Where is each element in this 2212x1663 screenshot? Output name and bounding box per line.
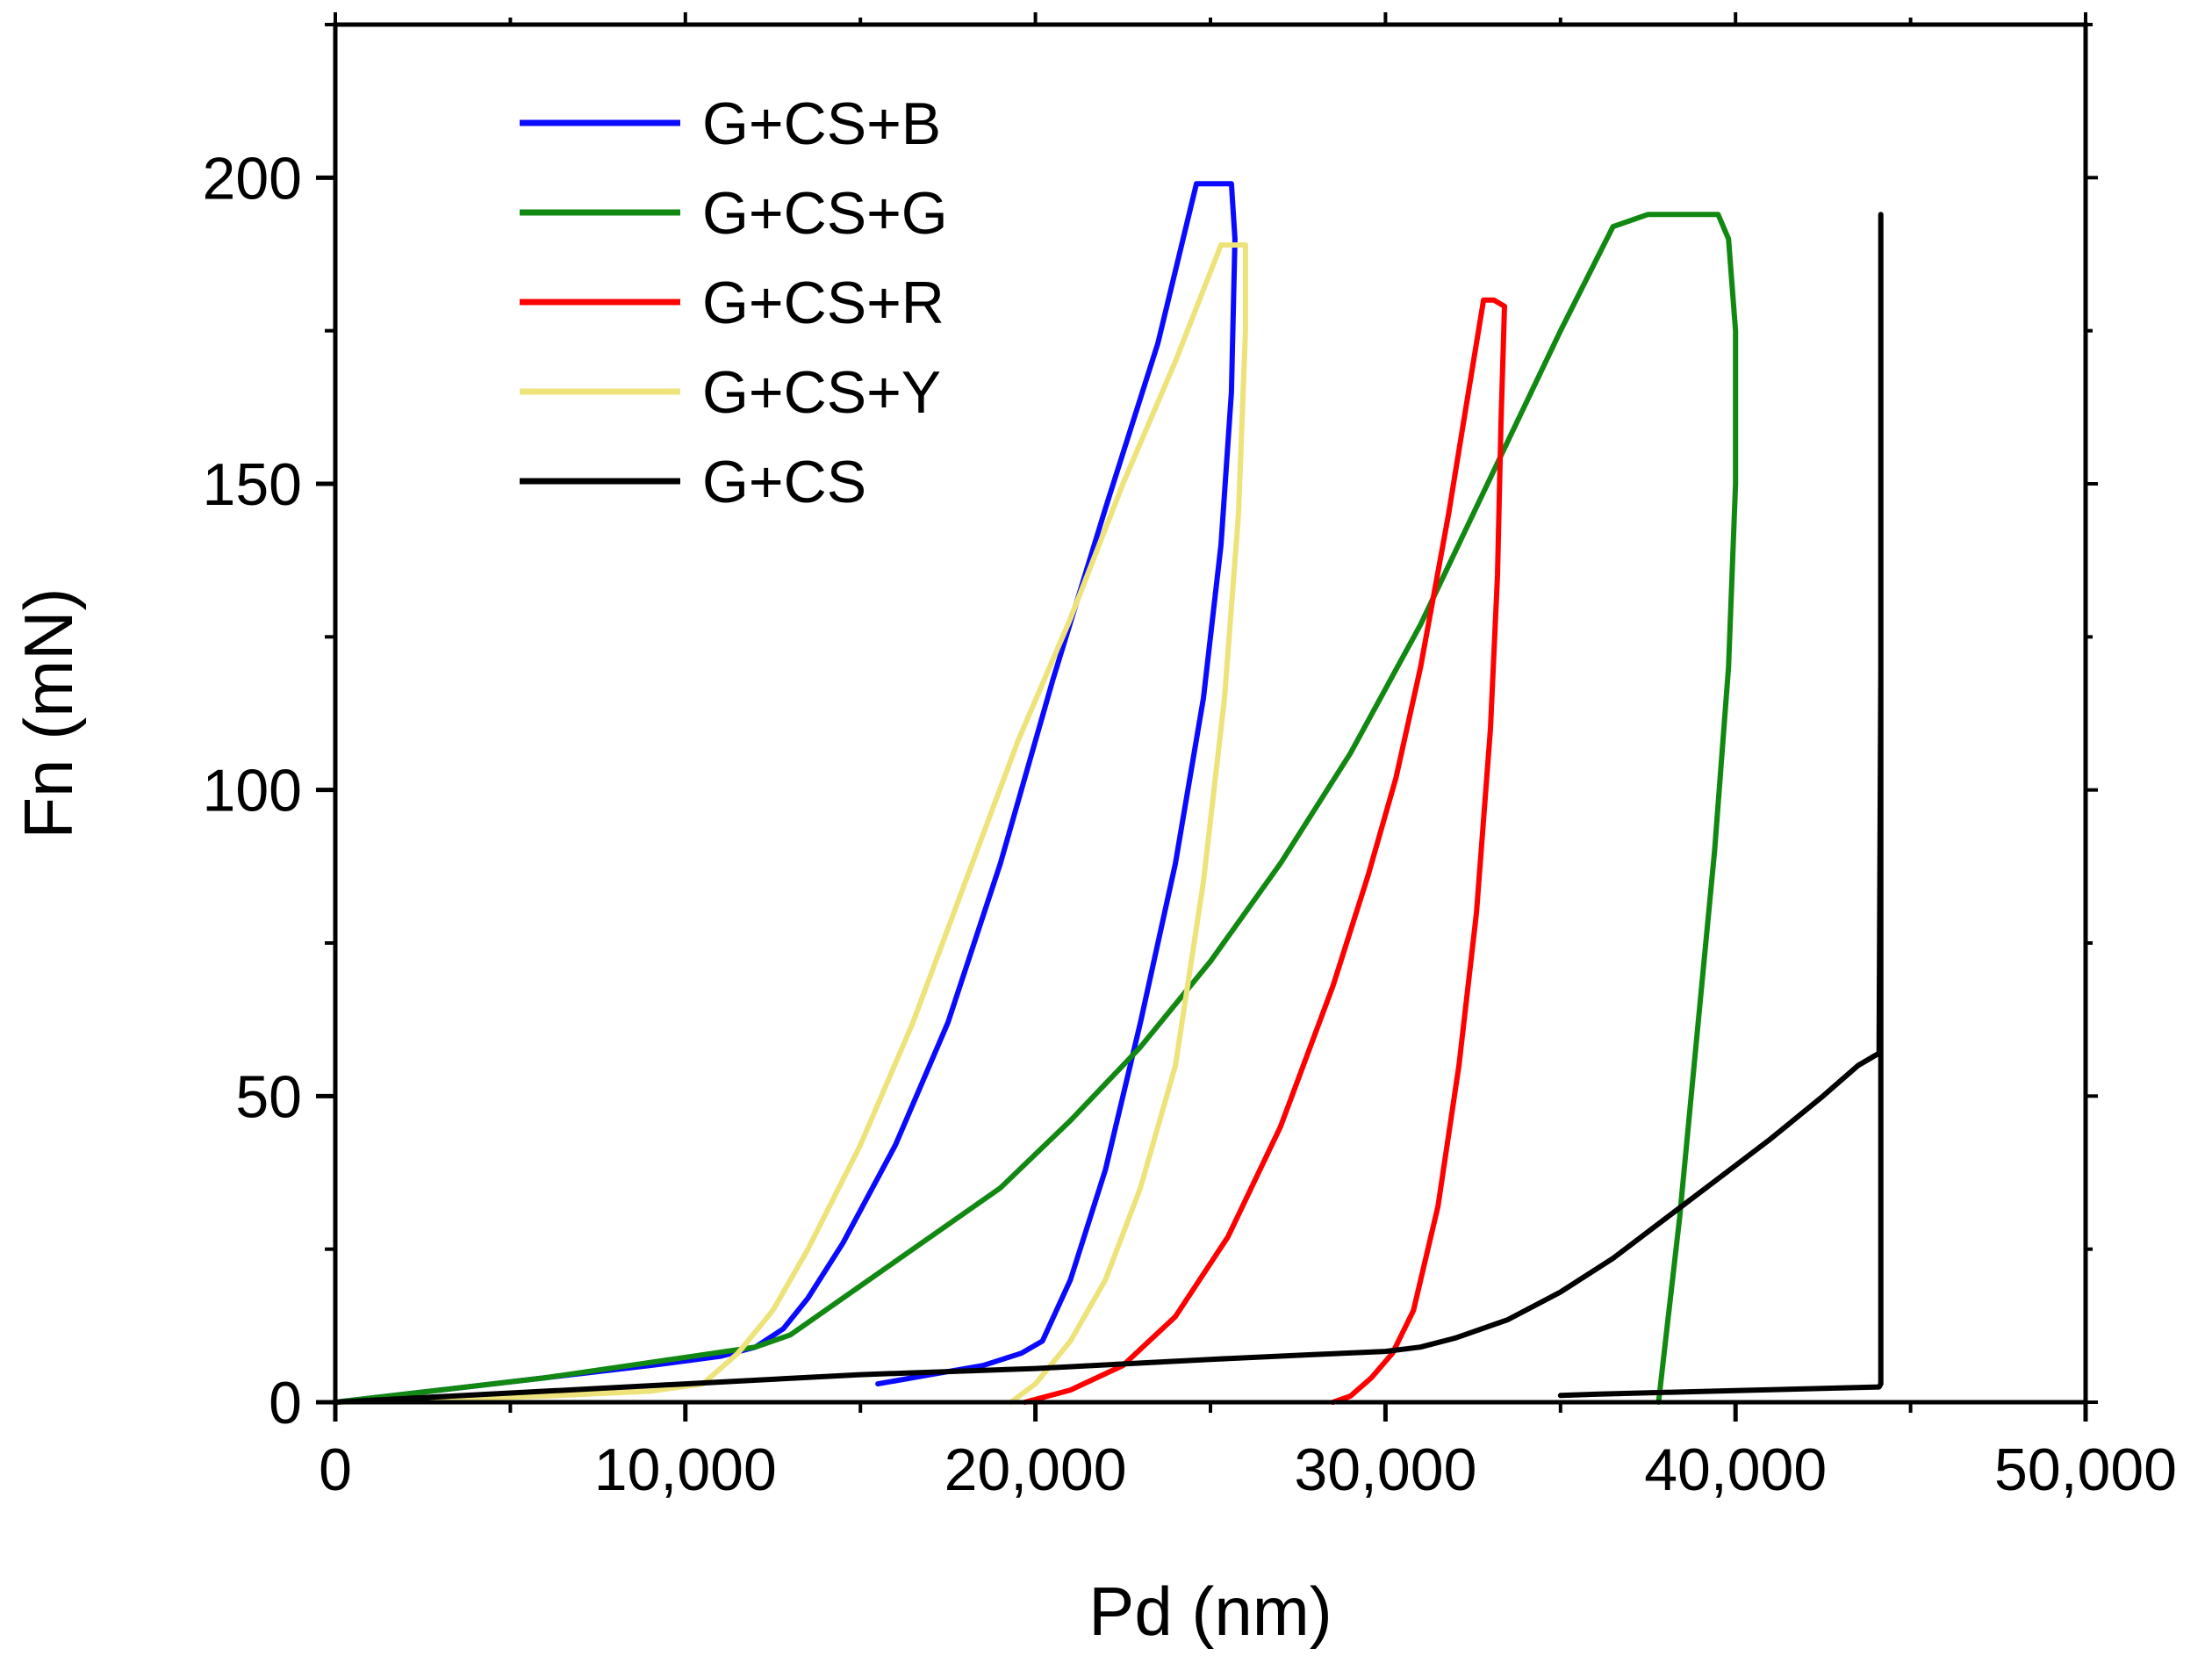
series-line-g-cs-g (333, 212, 1739, 1405)
x-tick-label: 20,000 (944, 1436, 1127, 1503)
legend-label: G+CS+R (702, 270, 944, 336)
x-axis-title: Pd (nm) (1088, 1573, 1332, 1650)
legend-label: G+CS+Y (702, 359, 941, 426)
x-tick-label: 0 (319, 1436, 352, 1503)
series-line-g-cs (333, 212, 1884, 1405)
y-tick-label: 200 (203, 145, 302, 212)
legend: G+CS+B G+CS+G G+CS+R G+CS+Y G+CS (520, 90, 948, 515)
series-line-g-cs-y (333, 242, 1248, 1405)
y-tick-label: 0 (269, 1370, 302, 1436)
y-tick-label: 50 (235, 1063, 302, 1130)
plot-frame (333, 22, 2088, 1405)
legend-label: G+CS+B (702, 90, 941, 157)
x-tick-label: 10,000 (594, 1436, 777, 1503)
legend-label: G+CS (702, 449, 866, 515)
series-layer (333, 181, 1884, 1405)
legend-label: G+CS+G (702, 180, 948, 247)
y-tick-label: 100 (203, 758, 302, 824)
x-tick-label: 50,000 (1994, 1436, 2177, 1503)
series-line-g-cs-r (1022, 297, 1507, 1405)
x-tick-label: 40,000 (1644, 1436, 1827, 1503)
x-tick-label: 30,000 (1294, 1436, 1476, 1503)
y-tick-label: 150 (203, 451, 302, 518)
y-axis-title: Fn (mN) (10, 588, 87, 839)
x-axis-ticks: 0 10,000 20,000 30,000 40,000 50,000 (319, 12, 2177, 1503)
y-axis-ticks: 0 50 100 150 200 (203, 23, 2098, 1436)
